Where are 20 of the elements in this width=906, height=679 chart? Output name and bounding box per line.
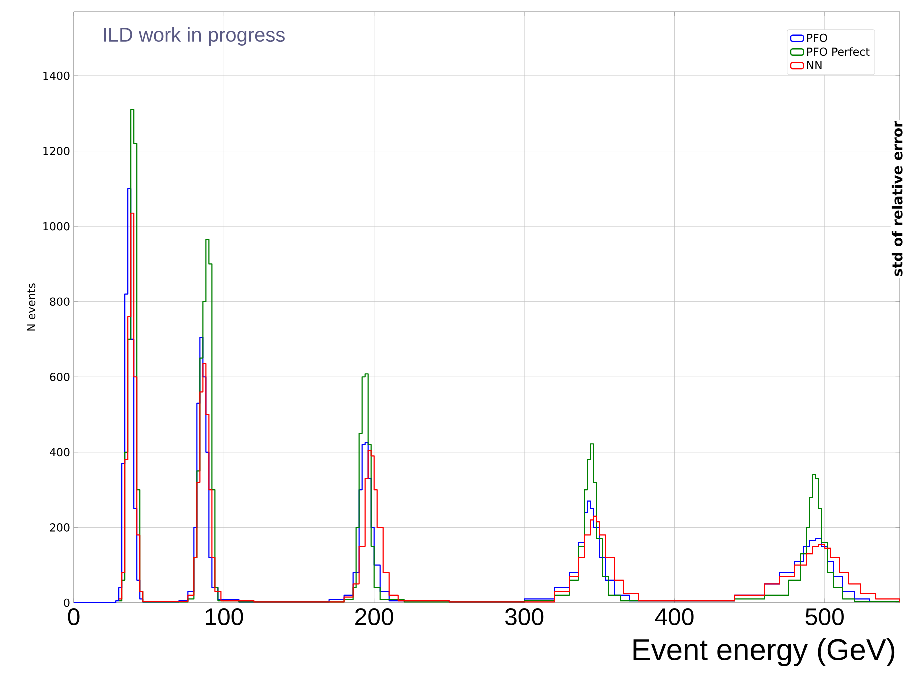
y-tick-label: 0 (64, 598, 70, 608)
y-tick-label: 400 (50, 448, 70, 457)
x-tick-label: 100 (206, 608, 244, 626)
annotation: ILD work in progress (104, 27, 285, 46)
y-tick-label: 1400 (44, 72, 70, 80)
y-tick-label: 200 (50, 524, 70, 532)
y-tick-label: 600 (50, 372, 70, 382)
x-tick-label: 200 (356, 608, 394, 626)
x-tick-label: 400 (655, 608, 694, 626)
y-tick-label: 800 (50, 298, 70, 306)
annotation: std of relative error (892, 121, 903, 276)
x-axis-title: Event energy (GeV) (634, 638, 895, 666)
legend-label: PFO (807, 34, 828, 42)
x-tick-label: 500 (806, 608, 844, 626)
legend-label: PFO Perfect (807, 48, 870, 56)
y-tick-label: 1000 (44, 222, 70, 231)
x-tick-label: 300 (505, 608, 544, 626)
legend-label: NN (807, 61, 822, 70)
y-tick-label: 1200 (44, 147, 70, 156)
y-axis-title: N events (27, 284, 36, 331)
